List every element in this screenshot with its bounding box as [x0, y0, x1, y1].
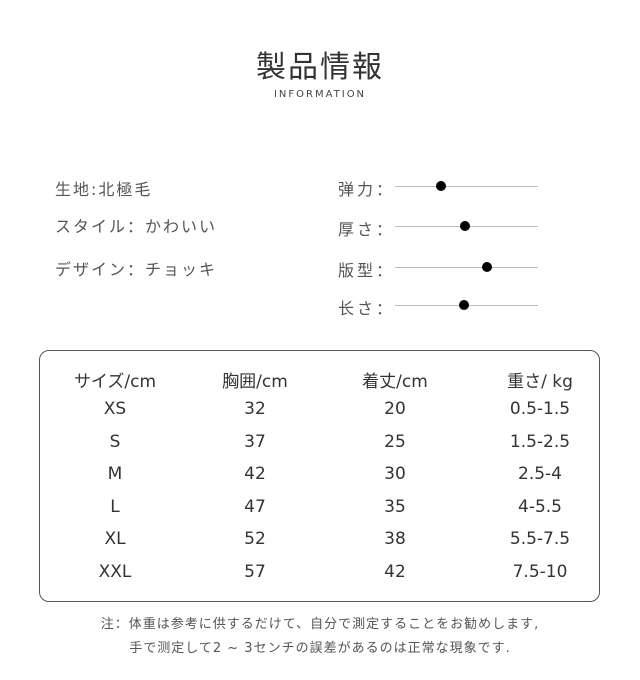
attribute-material: 生地:北極毛: [55, 180, 153, 199]
table-cell: 5.5-7.5: [509, 529, 571, 549]
table-cell: 重さ/ kg: [507, 372, 573, 392]
table-cell: XS: [103, 399, 127, 419]
size-table: サイズ/cm 胸囲/cm 着丈/cm 重さ/ kg XS 32 20 0.5-1.5 S 37 25…: [39, 350, 600, 602]
table-cell: 38: [384, 529, 406, 549]
attribute-style: スタイル：かわいい: [55, 217, 218, 236]
table-cell: M: [107, 464, 123, 484]
rating-slider-track: [395, 300, 538, 310]
table-cell: 42: [244, 464, 266, 484]
table-cell: 25: [384, 431, 406, 452]
rating-slider-track: [395, 262, 538, 272]
table-cell: 57: [244, 561, 266, 582]
attribute-design: デザイン：チョッキ: [55, 260, 218, 279]
table-cell: L: [110, 496, 120, 517]
table-cell: 20: [384, 399, 406, 419]
table-cell: 4-5.5: [518, 496, 562, 517]
table-header-row: サイズ/cm 胸囲/cm 着丈/cm 重さ/ kg: [40, 367, 599, 393]
table-cell: 35: [384, 496, 406, 517]
rating-slider-knob: [458, 300, 469, 310]
slider-label: 厚さ：: [338, 220, 396, 239]
rating-slider-track: [395, 181, 538, 191]
table-cell: XXL: [98, 561, 132, 582]
table-row: XXL 57 42 7.5-10: [40, 562, 599, 588]
table-cell: S: [109, 431, 121, 452]
rating-slider-knob: [481, 262, 492, 272]
note-line-1: 注：体重は参考に供するだけて、自分で測定することをお勧めします,: [100, 617, 540, 632]
table-cell: 42: [384, 561, 406, 582]
table-cell: 7.5-10: [512, 561, 568, 582]
page-subtitle: INFORMATION: [273, 89, 367, 100]
table-cell: 胸囲/cm: [222, 372, 288, 392]
table-cell: 1.5-2.5: [509, 431, 571, 452]
table-cell: 30: [384, 464, 406, 484]
table-cell: 着丈/cm: [362, 372, 428, 392]
table-row: M 42 30 2.5-4: [40, 464, 599, 490]
table-row: L 47 35 4-5.5: [40, 497, 599, 523]
table-cell: XL: [104, 529, 126, 549]
table-cell: 32: [244, 399, 266, 419]
table-cell: 37: [244, 431, 266, 452]
slider-label: 长さ：: [338, 299, 396, 318]
page-title: 製品情報: [256, 50, 384, 85]
note-line-2: 手で测定して2 ~ 3センチの誤差があるのは正常な現象です.: [129, 641, 511, 656]
table-cell: 52: [244, 529, 266, 549]
table-cell: サイズ/cm: [73, 372, 157, 392]
rating-slider-track: [395, 221, 538, 231]
table-cell: 47: [244, 496, 266, 517]
rating-slider-knob: [435, 181, 446, 191]
slider-label: 弹力：: [338, 180, 396, 199]
table-cell: 2.5-4: [518, 464, 562, 484]
table-row: XS 32 20 0.5-1.5: [40, 399, 599, 425]
table-row: XL 52 38 5.5-7.5: [40, 529, 599, 555]
table-row: S 37 25 1.5-2.5: [40, 432, 599, 458]
table-cell: 0.5-1.5: [509, 399, 571, 419]
rating-slider-knob: [460, 221, 471, 231]
slider-label: 版型：: [338, 261, 396, 280]
